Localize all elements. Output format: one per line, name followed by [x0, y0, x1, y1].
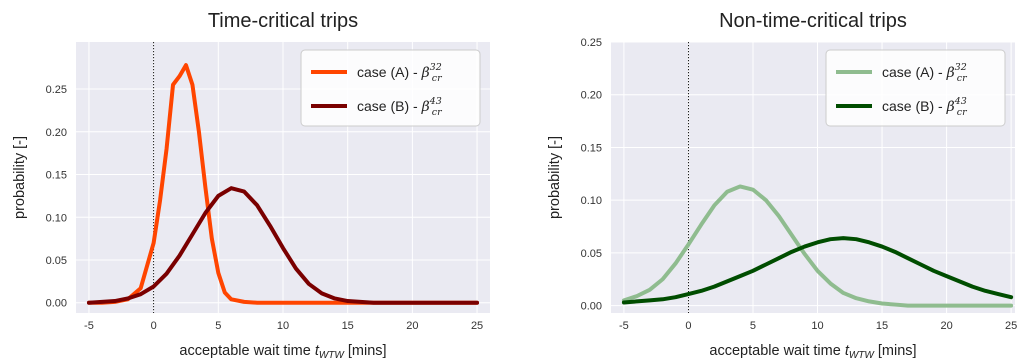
series-line-case-b — [621, 236, 1014, 305]
legend-box — [300, 49, 481, 127]
x-tick-label: 0 — [151, 320, 157, 332]
legend-entry-text: case (A) - — [882, 64, 947, 80]
legend-entry-subscript: cr — [957, 73, 968, 84]
legend-entry-text: case (A) - — [357, 64, 422, 80]
legend-entry-symbol: β — [421, 65, 430, 81]
legend-entry-subscript: cr — [432, 107, 443, 118]
y-tick-label: 0.10 — [581, 195, 602, 207]
series-line-case-b — [86, 186, 480, 305]
chart-1: -5 0 5 10 15 20 25 0.00 0.05 0.10 0.15 0.20 0.25 Time… — [12, 10, 490, 360]
x-tick-label: 20 — [406, 320, 418, 332]
legend-entry-case-b: case (B) - β43 cr — [357, 96, 443, 118]
x-axis-label-text: acceptable wait time — [709, 343, 844, 359]
legend-entry-text: case (B) - — [357, 98, 422, 114]
y-tick-label: 0.05 — [581, 248, 602, 260]
y-tick-label: 0.20 — [581, 90, 602, 102]
y-tick-label: 0.05 — [46, 255, 67, 267]
x-axis-label-text: acceptable wait time — [179, 343, 314, 359]
chart-2: -5 0 5 10 15 20 25 0.00 0.05 0.10 0.15 0.20 0.25 Non-… — [547, 10, 1017, 360]
x-tick-label: 15 — [342, 320, 354, 332]
y-axis-label: probability [-] — [12, 136, 28, 219]
legend-entry-subscript: cr — [957, 107, 968, 118]
x-tick-label: 10 — [811, 320, 823, 332]
x-tick-label: 5 — [215, 320, 221, 332]
y-tick-label: 0.15 — [581, 142, 602, 154]
y-tick-label: 0.00 — [581, 301, 602, 313]
x-tick-label: 0 — [685, 320, 691, 332]
x-tick-label: -5 — [84, 320, 94, 332]
y-tick-label: 0.10 — [46, 212, 67, 224]
x-axis-label-subscript: WTW — [849, 350, 876, 360]
legend-entry-case-a: case (A) - β32 cr — [882, 62, 968, 84]
legend-entry-symbol: β — [946, 99, 955, 115]
x-axis-label: acceptable wait time tWTW [mins] — [179, 343, 386, 360]
y-tick-label: 0.15 — [46, 170, 67, 182]
x-axis-label-symbol: t — [845, 343, 850, 359]
x-axis-label-unit: [mins] — [344, 343, 387, 359]
x-tick-label: 25 — [1005, 320, 1017, 332]
legend-entry-superscript: 43 — [954, 96, 967, 107]
x-tick-label: 10 — [277, 320, 289, 332]
legend-entry-superscript: 32 — [430, 62, 442, 73]
y-tick-label: 0.25 — [46, 84, 67, 96]
x-tick-label: 15 — [876, 320, 888, 332]
legend-entry-subscript: cr — [432, 73, 443, 84]
y-tick-label: 0.25 — [581, 37, 602, 49]
legend-entry-text: case (B) - — [882, 98, 947, 114]
legend-box — [825, 49, 1006, 127]
legend-entry-case-a: case (A) - β32 cr — [357, 62, 443, 84]
y-axis-label: probability [-] — [547, 136, 563, 219]
legend-entry-symbol: β — [946, 65, 955, 81]
x-tick-label: 20 — [940, 320, 952, 332]
series-line-case-a — [621, 184, 1014, 308]
chart-title: Time-critical trips — [208, 10, 358, 32]
x-axis-label-unit: [mins] — [874, 343, 917, 359]
x-tick-label: -5 — [619, 320, 629, 332]
x-axis-label-symbol: t — [315, 343, 320, 359]
chart-title: Non-time-critical trips — [719, 10, 907, 32]
legend-entry-superscript: 43 — [429, 96, 442, 107]
y-tick-label: 0.20 — [46, 127, 67, 139]
y-tick-label: 0.00 — [46, 298, 67, 310]
x-axis-label-subscript: WTW — [319, 350, 346, 360]
legend-entry-superscript: 32 — [955, 62, 967, 73]
legend-entry-case-b: case (B) - β43 cr — [882, 96, 968, 118]
x-tick-label: 25 — [471, 320, 483, 332]
x-axis-label: acceptable wait time tWTW [mins] — [709, 343, 916, 360]
legend-entry-symbol: β — [421, 99, 430, 115]
x-tick-label: 5 — [750, 320, 756, 332]
